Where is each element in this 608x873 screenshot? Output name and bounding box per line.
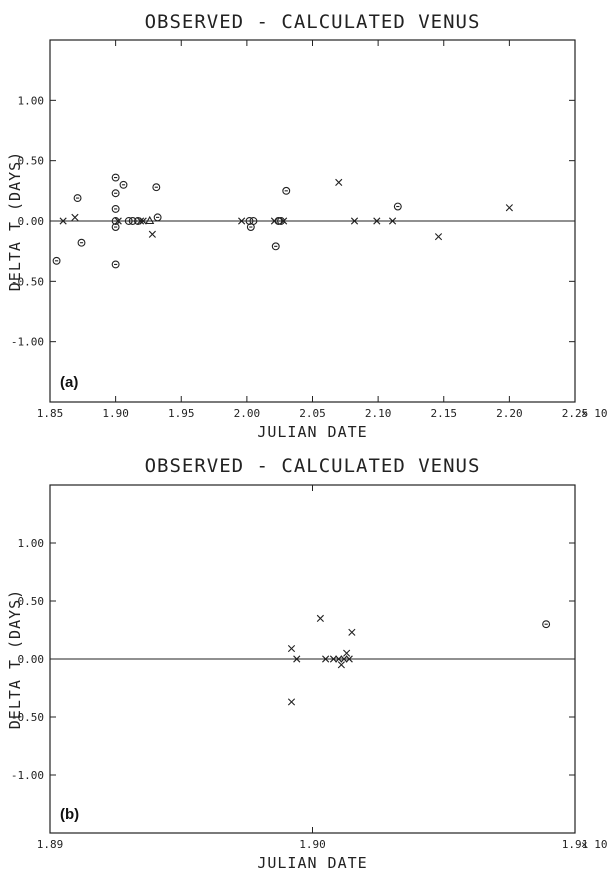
data-point-circle (111, 260, 120, 269)
data-point-circle (153, 213, 162, 222)
data-point-x (316, 614, 324, 622)
data-point-circle (119, 180, 128, 189)
chart-panel-a: OBSERVED - CALCULATED VENUS 1.00 0.50 0.00 -… (6, 11, 608, 441)
data-point-x (335, 655, 343, 663)
data-point-triangle (145, 215, 155, 225)
x-tick-label: 2.00 (234, 407, 261, 420)
data-point-x (280, 217, 288, 225)
y-axis-label: DELTA T (DAYS) (6, 589, 24, 729)
x-tick-label: 1.90 (102, 407, 129, 420)
data-point-x (322, 655, 330, 663)
data-point-x (350, 217, 359, 225)
data-point-x (139, 217, 147, 225)
data-point-circle (111, 173, 120, 182)
x-tick-label: 2.10 (365, 407, 392, 420)
data-point-x (71, 213, 79, 221)
data-point-x (388, 217, 397, 225)
chart-panel-b: OBSERVED - CALCULATED VENUS 1.00 0.50 0.00 -… (6, 455, 608, 872)
data-point-x (434, 233, 443, 241)
y-tick-label: 0.00 (18, 653, 45, 666)
data-point-x (270, 217, 279, 225)
y-tick-label: -1.00 (11, 769, 44, 782)
y-axis-label: DELTA T (DAYS) (6, 151, 24, 291)
panel-label: (a) (60, 374, 78, 391)
data-point-circle (249, 217, 258, 225)
x-tick-label: 1.89 (37, 838, 64, 851)
data-point-circle (52, 256, 61, 265)
x-axis-label: JULIAN DATE (257, 854, 367, 872)
data-point-x (337, 661, 345, 669)
data-point-x (329, 655, 338, 663)
data-point-circle (152, 183, 161, 192)
y-tick-label: 0.50 (18, 155, 45, 168)
y-tick-label: 1.00 (18, 537, 45, 550)
data-point-circle (111, 189, 120, 198)
data-point-circle (282, 186, 291, 195)
data-point-x (335, 178, 343, 186)
data-point-x (114, 217, 122, 225)
data-point-circle (393, 202, 402, 211)
data-point-circle (111, 204, 120, 213)
chart-title: OBSERVED - CALCULATED VENUS (145, 11, 481, 33)
data-point-x (293, 655, 301, 663)
data-point-x (348, 628, 356, 636)
x-tick-label: 2.25 (562, 407, 589, 420)
data-point-x (287, 698, 296, 706)
x-tick-label: 2.05 (299, 407, 326, 420)
y-tick-label: -0.50 (11, 711, 44, 724)
data-point-x (343, 649, 351, 657)
data-point-x (340, 655, 348, 663)
panel-label: (b) (60, 806, 79, 823)
data-point-x (148, 230, 156, 238)
x-tick-label: 1.91 (562, 838, 589, 851)
y-tick-label: 0.50 (18, 595, 45, 608)
x-tick-label: 1.90 (299, 838, 326, 851)
x-multiplier-label: × 10⁶ (581, 838, 608, 851)
data-point-x (505, 204, 513, 212)
data-point-circle (73, 194, 82, 203)
x-tick-label: 1.85 (37, 407, 64, 420)
y-tick-label: -0.50 (11, 275, 44, 288)
x-tick-label: 2.15 (431, 407, 458, 420)
x-tick-label: 2.20 (496, 407, 523, 420)
chart-title: OBSERVED - CALCULATED VENUS (145, 455, 481, 477)
y-tick-label: -1.00 (11, 336, 44, 349)
y-tick-label: 0.00 (18, 215, 45, 228)
data-point-x (238, 217, 246, 225)
data-point-circle (271, 242, 280, 251)
data-point-circle (542, 620, 551, 629)
data-point-circle (77, 238, 86, 247)
data-point-x (373, 217, 381, 225)
data-point-x (345, 655, 353, 663)
data-point-x (59, 217, 67, 225)
data-point-x (287, 644, 296, 653)
y-tick-label: 1.00 (18, 94, 45, 107)
x-tick-label: 1.95 (168, 407, 195, 420)
data-point-x (136, 217, 145, 225)
x-axis-label: JULIAN DATE (257, 423, 367, 441)
data-point-circle (128, 217, 137, 225)
x-multiplier-label: × 10⁶ (581, 407, 608, 420)
